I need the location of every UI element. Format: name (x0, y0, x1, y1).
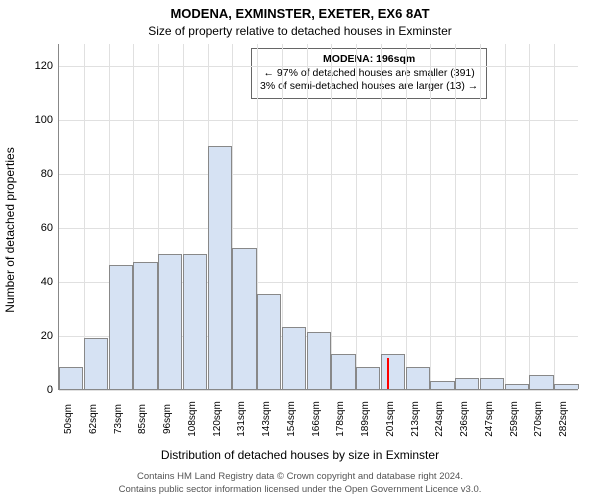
gridline-h (59, 174, 578, 175)
legend-title: MODENA: 196sqm (260, 53, 478, 67)
histogram-bar (331, 354, 355, 389)
y-tick-label: 80 (41, 168, 59, 180)
histogram-bar (158, 254, 182, 389)
x-tick-label: 236sqm (455, 401, 470, 437)
histogram-bar (232, 248, 256, 389)
gridline-h (59, 228, 578, 229)
x-tick-label: 189sqm (356, 401, 371, 437)
histogram-bar (307, 332, 331, 389)
histogram-bar (282, 327, 306, 389)
x-tick-label: 166sqm (307, 401, 322, 437)
x-tick-label: 108sqm (183, 401, 198, 437)
x-tick-label: 62sqm (84, 404, 99, 434)
histogram-bar (529, 375, 553, 389)
y-tick-label: 20 (41, 330, 59, 342)
x-tick-label: 270sqm (529, 401, 544, 437)
gridline-v (505, 44, 506, 389)
gridline-v (331, 44, 332, 389)
histogram-bar (257, 294, 281, 389)
gridline-h (59, 66, 578, 67)
x-tick-label: 154sqm (282, 401, 297, 437)
gridline-v (480, 44, 481, 389)
histogram-bar (381, 354, 405, 389)
gridline-h (59, 390, 578, 391)
legend-box: MODENA: 196sqm ← 97% of detached houses … (251, 48, 487, 99)
chart-subtitle: Size of property relative to detached ho… (0, 24, 600, 38)
histogram-bar (430, 381, 454, 389)
histogram-bar (406, 367, 430, 389)
gridline-v (356, 44, 357, 389)
y-tick-label: 120 (35, 60, 59, 72)
y-axis-label: Number of detached properties (3, 147, 17, 312)
gridline-v (455, 44, 456, 389)
gridline-v (554, 44, 555, 389)
x-tick-label: 213sqm (406, 401, 421, 437)
x-tick-label: 259sqm (505, 401, 520, 437)
plot-area: MODENA: 196sqm ← 97% of detached houses … (58, 44, 578, 390)
y-tick-label: 0 (47, 384, 59, 396)
histogram-bar (183, 254, 207, 389)
histogram-bar (356, 367, 380, 389)
x-tick-label: 85sqm (133, 404, 148, 434)
histogram-bar (84, 338, 108, 389)
y-tick-label: 40 (41, 276, 59, 288)
histogram-bar (554, 384, 578, 389)
histogram-bar (133, 262, 157, 389)
chart-title: MODENA, EXMINSTER, EXETER, EX6 8AT (0, 6, 600, 21)
footer-line-2: Contains public sector information licen… (0, 484, 600, 496)
footer-text: Contains HM Land Registry data © Crown c… (0, 471, 600, 496)
histogram-bar (505, 384, 529, 389)
gridline-v (529, 44, 530, 389)
x-tick-label: 120sqm (208, 401, 223, 437)
x-tick-label: 96sqm (158, 404, 173, 434)
gridline-h (59, 120, 578, 121)
x-tick-label: 143sqm (257, 401, 272, 437)
y-tick-label: 100 (35, 114, 59, 126)
x-tick-label: 73sqm (109, 404, 124, 434)
histogram-bar (208, 146, 232, 389)
histogram-bar (455, 378, 479, 389)
y-tick-label: 60 (41, 222, 59, 234)
gridline-v (381, 44, 382, 389)
x-tick-label: 131sqm (232, 401, 247, 437)
x-tick-label: 224sqm (430, 401, 445, 437)
x-tick-label: 178sqm (331, 401, 346, 437)
chart-container: MODENA, EXMINSTER, EXETER, EX6 8AT Size … (0, 0, 600, 500)
gridline-v (430, 44, 431, 389)
legend-line-1: ← 97% of detached houses are smaller (39… (260, 67, 478, 81)
x-axis-label: Distribution of detached houses by size … (0, 448, 600, 462)
property-marker (387, 358, 389, 389)
histogram-bar (59, 367, 83, 389)
x-tick-label: 201sqm (381, 401, 396, 437)
x-tick-label: 282sqm (554, 401, 569, 437)
footer-line-1: Contains HM Land Registry data © Crown c… (0, 471, 600, 483)
x-tick-label: 247sqm (480, 401, 495, 437)
histogram-bar (480, 378, 504, 389)
gridline-v (406, 44, 407, 389)
histogram-bar (109, 265, 133, 389)
legend-line-2: 3% of semi-detached houses are larger (1… (260, 80, 478, 94)
x-tick-label: 50sqm (59, 404, 74, 434)
